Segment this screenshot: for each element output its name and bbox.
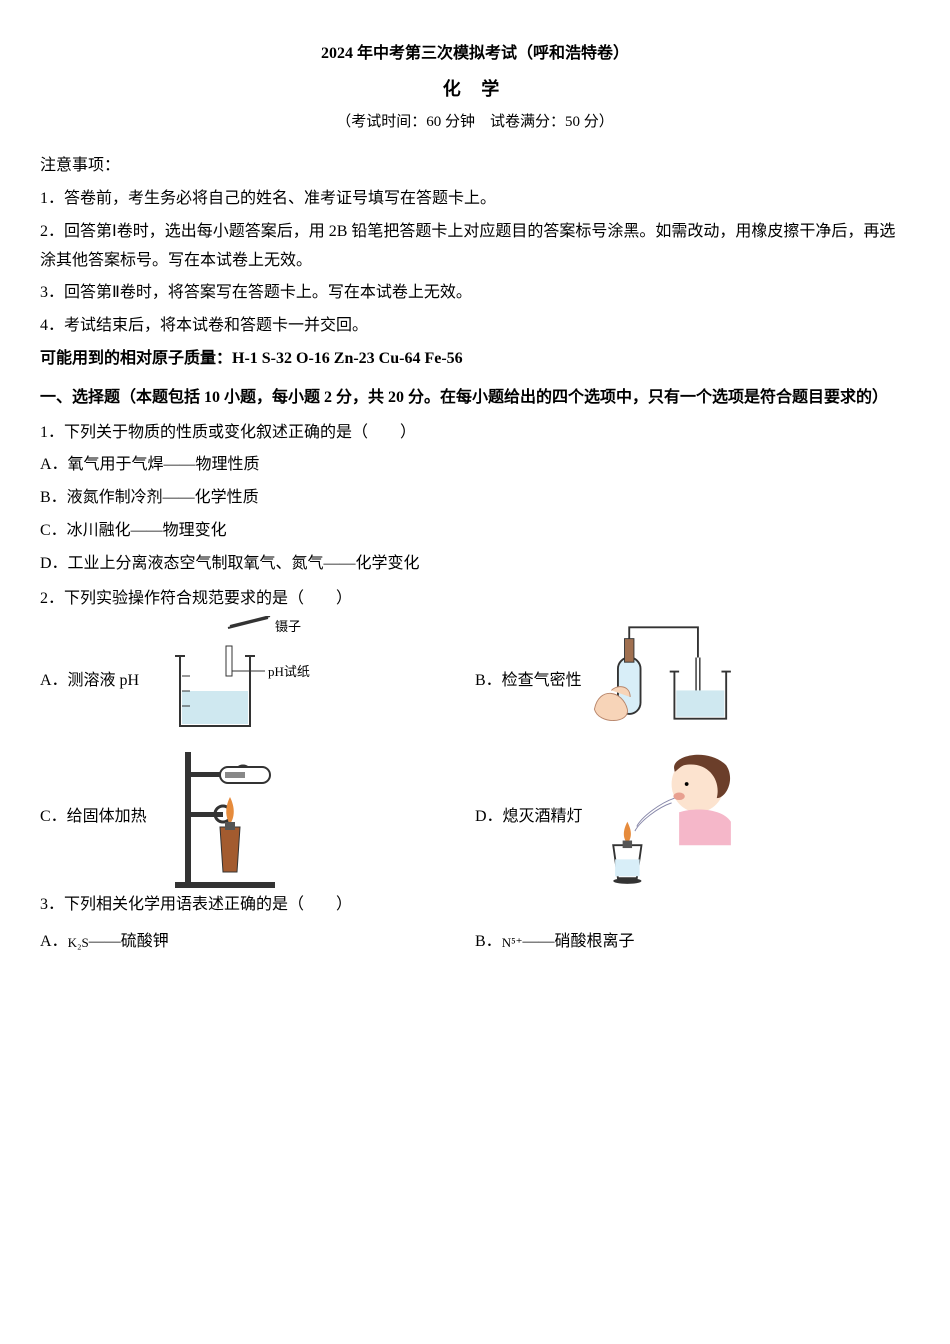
q3-b-text: ——硝酸根离子 [522,928,634,957]
notes-heading: 注意事项： [40,152,910,181]
exam-title: 2024 年中考第三次模拟考试（呼和浩特卷） [40,40,910,69]
tweezers-label: 镊子 [275,619,301,634]
notes-item-2: 2．回答第Ⅰ卷时，选出每小题答案后，用 2B 铅笔把答题卡上对应题目的答案标号涂… [40,218,910,276]
q1-option-b: B．液氮作制冷剂——化学性质 [40,484,910,513]
q3-b-formula: N⁵⁺ [502,931,523,954]
q3-b-prefix: B． [475,928,502,957]
q1-stem: 1．下列关于物质的性质或变化叙述正确的是（ ） [40,419,910,448]
q1-option-d: D．工业上分离液态空气制取氧气、氮气——化学变化 [40,550,910,579]
question-3: 3．下列相关化学用语表述正确的是（ ） A． K₂S ——硫酸钾 B． N⁵⁺ … [40,891,910,965]
extinguish-lamp-diagram-icon [585,757,745,877]
q1-option-a: A．氧气用于气焊——物理性质 [40,451,910,480]
q2-d-label: D．熄灭酒精灯 [475,803,585,832]
ph-paper-label: pH试纸 [268,664,310,679]
q3-stem: 3．下列相关化学用语表述正确的是（ ） [40,891,910,920]
atomic-masses: 可能用到的相对原子质量：H-1 S-32 O-16 Zn-23 Cu-64 Fe… [40,345,910,374]
notes-item-4: 4．考试结束后，将本试卷和答题卡一并交回。 [40,312,910,341]
q3-a-text: ——硫酸钾 [89,928,169,957]
question-2: 2．下列实验操作符合规范要求的是（ ） A．测溶液 pH 镊子 pH试纸 [40,585,910,886]
q2-c-label: C．给固体加热 [40,803,150,832]
section-1-title: 一、选择题（本题包括 10 小题，每小题 2 分，共 20 分。在每小题给出的四… [40,384,910,413]
q1-option-c: C．冰川融化——物理变化 [40,517,910,546]
q2-stem: 2．下列实验操作符合规范要求的是（ ） [40,585,910,614]
q2-b-label: B．检查气密性 [475,667,585,696]
q2-a-label: A．测溶液 pH [40,667,150,696]
q2-option-d: D．熄灭酒精灯 [475,757,910,877]
q2-option-b: B．检查气密性 [475,621,910,741]
heat-solid-diagram-icon [150,757,310,877]
notes-item-1: 1．答卷前，考生务必将自己的姓名、准考证号填写在答题卡上。 [40,185,910,214]
q3-a-formula: K₂S [68,931,89,954]
question-1: 1．下列关于物质的性质或变化叙述正确的是（ ） A．氧气用于气焊——物理性质 B… [40,419,910,579]
exam-subject: 化 学 [40,73,910,105]
ph-test-diagram-icon: 镊子 pH试纸 [150,621,310,741]
q2-option-c: C．给固体加热 [40,757,475,877]
notes-item-3: 3．回答第Ⅱ卷时，将答案写在答题卡上。写在本试卷上无效。 [40,279,910,308]
q3-option-b: B． N⁵⁺ ——硝酸根离子 [475,928,910,957]
q3-a-prefix: A． [40,928,68,957]
q2-option-a: A．测溶液 pH 镊子 pH试纸 [40,621,475,741]
airtight-check-diagram-icon [585,621,745,741]
exam-info: （考试时间：60 分钟 试卷满分：50 分） [40,109,910,136]
q3-option-a: A． K₂S ——硫酸钾 [40,928,475,957]
